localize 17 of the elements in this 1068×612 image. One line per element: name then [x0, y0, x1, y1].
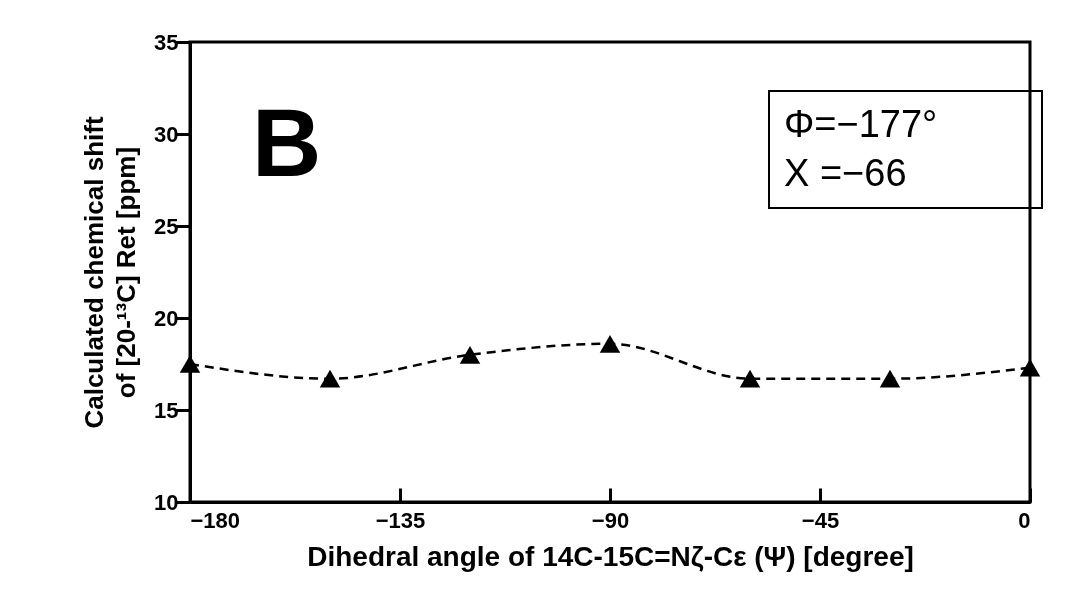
x-tick-label: −180: [190, 507, 241, 533]
x-tick-label: −90: [591, 507, 630, 533]
x-tick-label: −45: [801, 507, 840, 533]
annotation: Φ=−177°: [784, 102, 939, 147]
y-tick-label: 35: [154, 29, 179, 55]
y-tick-label: 15: [154, 397, 179, 423]
y-tick-label: 20: [154, 305, 179, 331]
y-tick-label: 10: [154, 489, 179, 515]
annotation: X =−66: [784, 151, 908, 197]
x-tick-label: 0: [1018, 507, 1031, 533]
text: of [20-¹³C] Ret [ppm]: [111, 146, 142, 399]
text: Calculated chemical shift: [79, 116, 110, 429]
x-tick-label: −135: [375, 507, 426, 533]
y-tick-label: 30: [154, 121, 179, 147]
annotation: B: [252, 89, 322, 196]
y-tick-label: 25: [154, 213, 179, 239]
x-axis-title: Dihedral angle of 14C-15C=Nζ-Cε (Ψ) [degree]: [307, 540, 914, 572]
